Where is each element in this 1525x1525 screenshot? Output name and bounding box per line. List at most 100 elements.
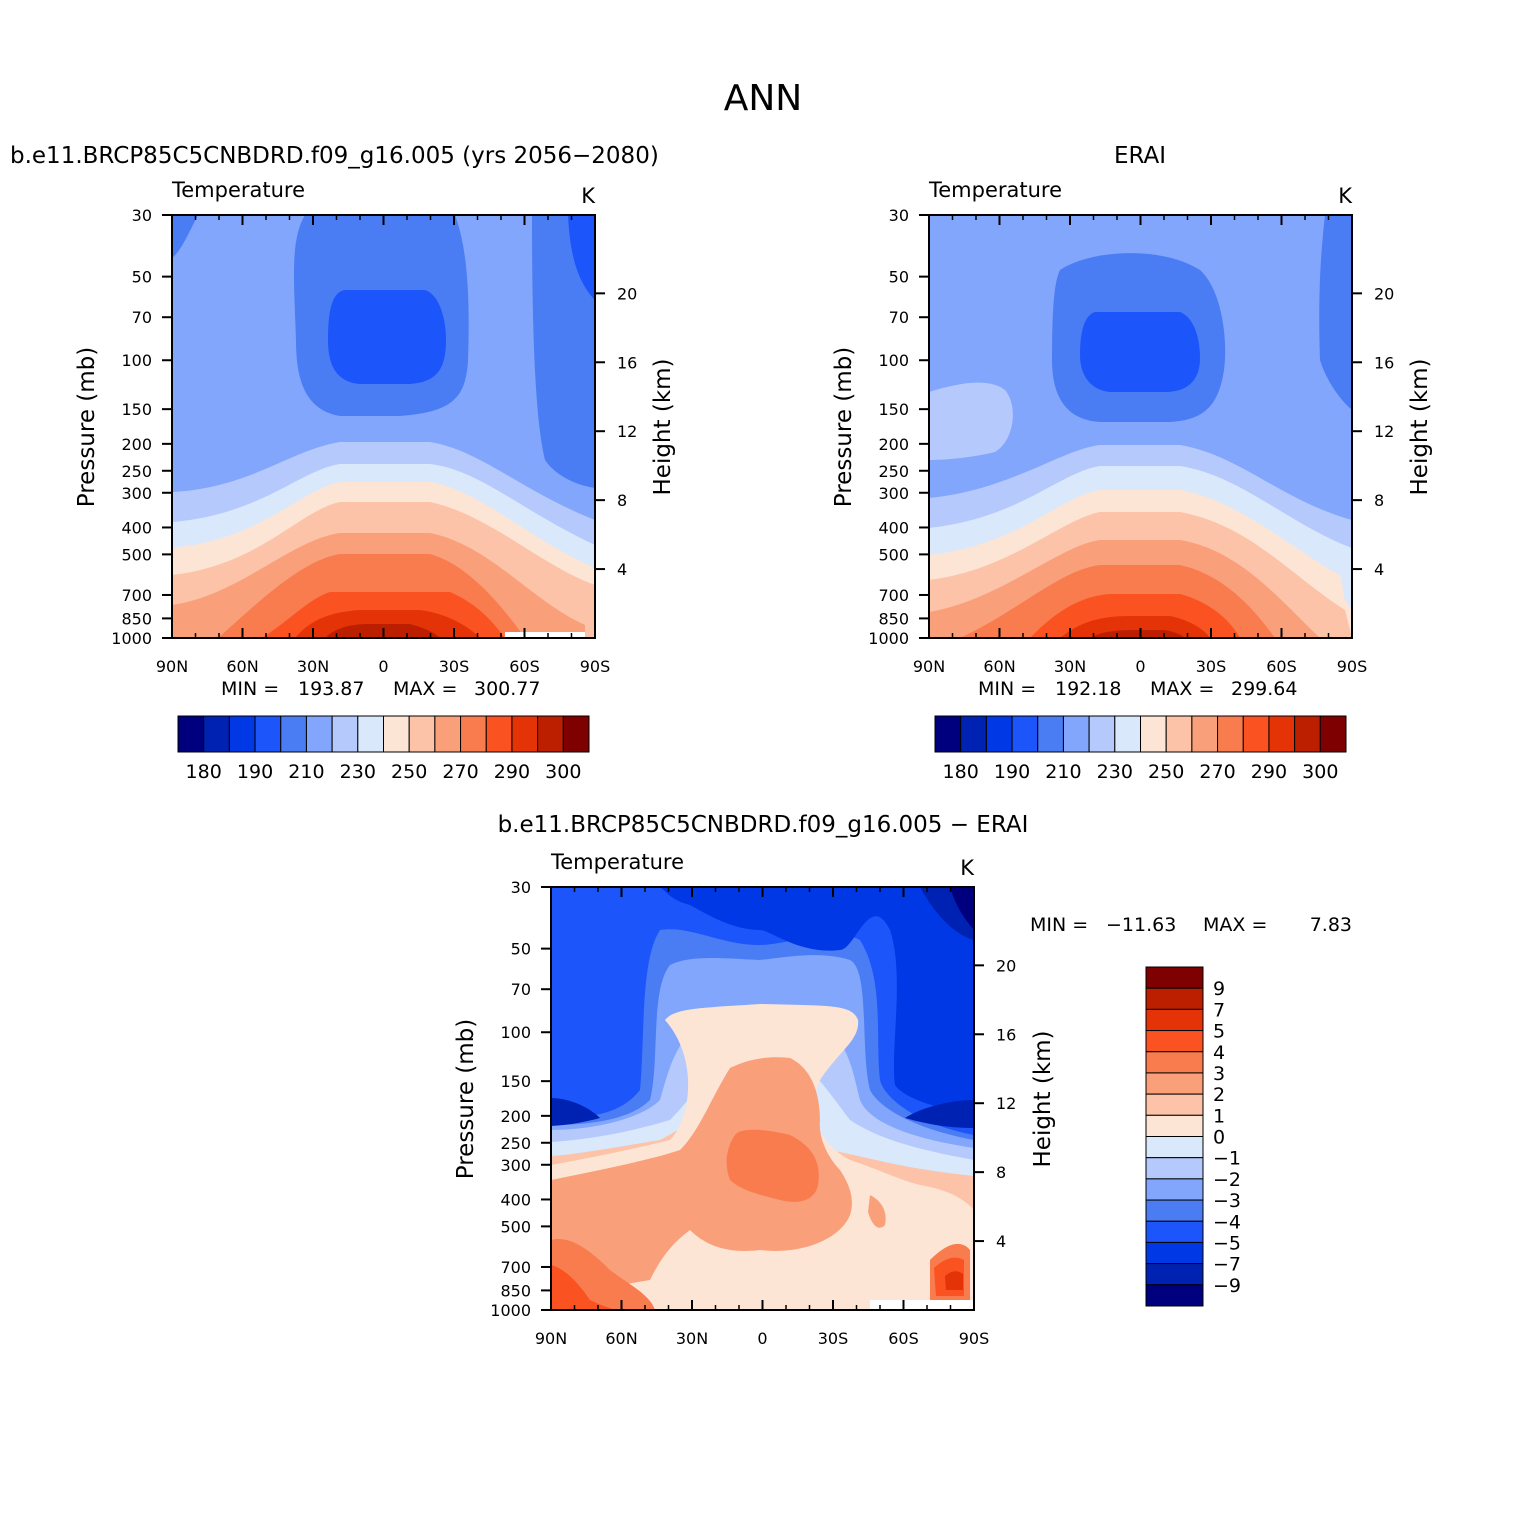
model-ytick-label: 50 [132,268,152,287]
diff-stats: MIN = −11.63 MAX = 7.83 [1030,914,1352,936]
diff-xtick-label: 30N [676,1329,708,1348]
model-ytick-right-label: 12 [617,422,637,441]
model-xtick-label: 0 [378,657,388,676]
obs-colorbar-label: 270 [1199,761,1235,783]
obs-ytick-right-label: 12 [1374,422,1394,441]
diff-max-value: 7.83 [1310,914,1352,936]
model-ytick-right-label: 20 [617,284,637,303]
diff-ytick-label: 30 [511,878,531,897]
model-ytick-label: 70 [132,308,152,327]
diff-ytick-label: 700 [500,1258,531,1277]
diff-xtick-label: 60S [888,1329,919,1348]
obs-colorbar-box [1062,715,1090,753]
model-contour-fill [172,215,595,638]
diff-right-string: K [960,856,975,880]
obs-colorbar-label: 230 [1097,761,1133,783]
obs-ytick-label: 250 [878,462,909,481]
diff-colorbar-box [1145,1136,1204,1159]
obs-contour-fill [929,215,1352,638]
obs-ytick-label: 100 [878,351,909,370]
model-colorbar-box [280,715,307,753]
diff-colorbar-box [1145,1284,1204,1307]
model-min-value: 193.87 [298,678,364,700]
obs-colorbar-box [1165,715,1193,753]
diff-xtick-label: 90S [959,1329,990,1348]
model-ytick-label: 250 [121,462,152,481]
obs-ytick-label: 700 [878,586,909,605]
model-colorbar-box [537,715,564,753]
model-ytick-right-label: 8 [617,491,627,510]
diff-colorbar-box [1145,1008,1204,1032]
diff-colorbar-box [1145,987,1204,1010]
diff-ytick-label: 200 [500,1107,531,1126]
model-ytick-label: 500 [121,545,152,564]
diff-colorbar-label: −1 [1213,1148,1241,1170]
model-stats: MIN = 193.87 MAX = 300.77 [221,678,540,700]
obs-panel: ERAI Temperature K 90N 60N 30N 0 30S 60S 90S 30… [831,143,1433,783]
model-colorbar-box [331,715,359,753]
diff-min-value: −11.63 [1106,914,1176,936]
obs-ytick-label: 400 [878,518,909,537]
diff-ytick-label: 50 [511,940,531,959]
model-xtick-label: 30N [297,657,329,676]
obs-ytick-label: 500 [878,545,909,564]
model-ytick-label: 850 [121,609,152,628]
obs-colorbar-label: 190 [994,761,1030,783]
obs-colorbar-box [1242,715,1270,753]
diff-ytick-label: 70 [511,980,531,999]
obs-colorbar-box [1088,715,1116,753]
diff-colorbar-box [1145,1263,1204,1286]
diff-colorbar-box [1145,1220,1204,1243]
model-colorbar-box [357,715,384,753]
obs-min-label: MIN = [978,678,1036,700]
diff-colorbar-box [1145,1199,1204,1222]
model-ytick-right-label: 16 [617,353,637,372]
diff-ytick-label: 300 [500,1156,531,1175]
obs-xtick-label: 30N [1054,657,1086,676]
obs-colorbar: 180 190 210 230 250 270 290 300 [934,715,1347,783]
model-colorbar-box [177,715,205,753]
diff-colorbar-label: −7 [1213,1254,1241,1276]
obs-ytick-label: 200 [878,435,909,454]
diff-colorbar-box [1145,1178,1204,1201]
diff-colorbar-box [1145,1051,1204,1074]
model-ytick-label: 700 [121,586,152,605]
obs-right-string: K [1338,184,1353,208]
obs-xtick-label: 90N [913,657,945,676]
diff-ytick-label: 400 [500,1190,531,1209]
obs-colorbar-box [960,715,987,753]
diff-colorbar-label: 9 [1213,978,1225,1000]
model-max-label: MAX = [393,678,457,700]
obs-colorbar-box [1217,715,1244,753]
obs-xtick-label: 60N [983,657,1015,676]
model-colorbar-box [228,715,256,753]
model-colorbar-label: 270 [442,761,478,783]
model-colorbar-box [383,715,410,753]
diff-xtick-label: 0 [757,1329,767,1348]
model-colorbar-label: 180 [186,761,222,783]
model-ytick-label: 30 [132,206,152,225]
diff-ytick-label: 150 [500,1072,531,1091]
diff-colorbar-box [1145,1241,1204,1265]
obs-left-string: Temperature [928,178,1062,202]
model-xtick-label: 90N [156,657,188,676]
model-xtick-label: 60N [226,657,258,676]
diff-colorbar-label: −9 [1213,1275,1241,1297]
model-ytick-label: 100 [121,351,152,370]
diff-xtick-label: 60N [605,1329,637,1348]
obs-colorbar-label: 210 [1045,761,1081,783]
obs-ytick-right-label: 20 [1374,284,1394,303]
obs-max-value: 299.64 [1231,678,1297,700]
obs-ytick-label: 70 [889,308,909,327]
model-colorbar-label: 300 [545,761,581,783]
diff-ytick-label: 500 [500,1217,531,1236]
diff-ytick-right-label: 16 [996,1025,1016,1044]
diff-colorbar-label: 5 [1213,1021,1225,1043]
model-colorbar: 180 190 210 230 250 270 290 300 [177,715,590,783]
diff-panel: b.e11.BRCP85C5CNBDRD.f09_g16.005 − ERAI … [453,812,1352,1348]
obs-ytick-right-label: 4 [1374,560,1384,579]
diff-colorbar-label: 0 [1213,1127,1225,1149]
obs-colorbar-box [1268,715,1296,753]
